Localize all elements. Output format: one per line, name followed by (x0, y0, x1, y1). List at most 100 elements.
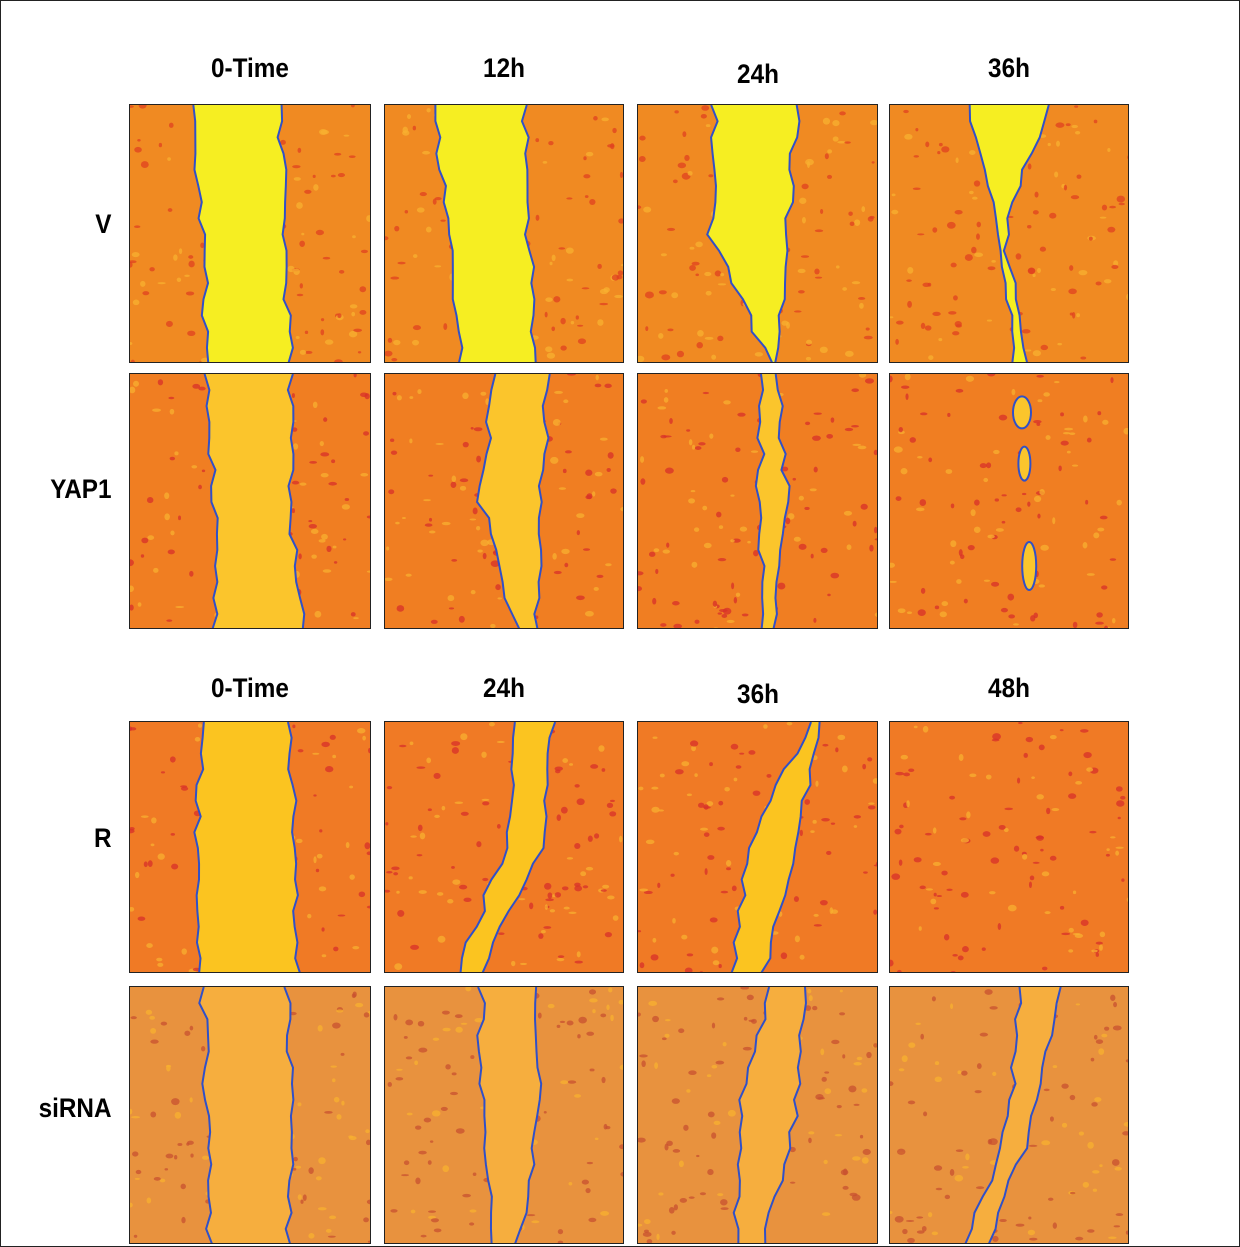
cell-dot (890, 580, 897, 583)
cell-dot (851, 388, 859, 393)
cell-dot (535, 138, 540, 143)
micrograph (129, 373, 371, 629)
cell-dot (852, 520, 857, 527)
cell-dot (950, 503, 955, 509)
cell-dot (440, 219, 446, 222)
cell-dot (404, 209, 409, 214)
cell-dot (905, 393, 909, 400)
cell-dot (821, 1212, 831, 1216)
cell-dot (824, 1071, 830, 1074)
wound-edge (514, 987, 543, 1243)
cell-dot (853, 1103, 860, 1106)
cell-dot (660, 253, 667, 257)
cell-dot (1099, 931, 1106, 938)
cell-dot (1027, 225, 1032, 229)
cell-dot (874, 612, 877, 618)
cell-dot (989, 1006, 998, 1010)
cell-dot (917, 456, 923, 459)
cell-dot (363, 1217, 369, 1223)
cell-dot (849, 1192, 858, 1197)
cell-dot (740, 987, 750, 990)
cell-dot (560, 317, 566, 325)
cell-dot (1064, 427, 1074, 431)
wound-edge (706, 105, 773, 362)
cell-dot (639, 888, 649, 892)
cell-dot (184, 1030, 191, 1036)
cell-layer (890, 722, 1128, 972)
cell-dot (973, 526, 981, 533)
cell-dot (433, 1228, 442, 1233)
micrograph (637, 986, 878, 1244)
cell-dot (158, 142, 163, 148)
cell-dot (824, 153, 829, 160)
cell-dot (594, 1137, 599, 1141)
cell-dot (1069, 265, 1074, 271)
cell-dot (1036, 835, 1044, 841)
cell-dot (1101, 585, 1108, 590)
cell-dot (948, 311, 957, 315)
cell-dot (672, 601, 680, 606)
cell-dot (865, 327, 870, 331)
cell-dot (854, 219, 861, 226)
cell-dot (991, 259, 996, 263)
cell-dot (1116, 499, 1122, 506)
cell-dot (566, 857, 574, 860)
cell-dot (392, 391, 397, 396)
cell-dot (673, 1204, 678, 1211)
cell-dot (950, 540, 957, 548)
cell-dot (409, 396, 414, 399)
cell-dot (622, 858, 623, 860)
cell-dot (198, 386, 206, 391)
cell-dot (1031, 776, 1035, 779)
cell-dot (511, 960, 516, 967)
cell-dot (343, 134, 350, 137)
cell-dot (807, 988, 812, 994)
cell-dot (552, 419, 561, 426)
cell-dot (830, 417, 835, 423)
cell-dot (658, 332, 664, 339)
cell-dot (1086, 767, 1094, 772)
cell-dot (1041, 871, 1050, 877)
cell-dot (821, 1076, 827, 1082)
cell-dot (1091, 949, 1098, 953)
cell-dot (603, 287, 610, 293)
cell-dot (181, 948, 187, 955)
cell-dot (1021, 492, 1027, 496)
cell-dot (169, 408, 175, 415)
wound-gap (435, 105, 536, 362)
cell-dot (336, 1009, 344, 1013)
cell-dot (153, 567, 159, 573)
cell-dot (1030, 615, 1036, 622)
cell-dot (922, 725, 929, 733)
cell-dot (973, 180, 981, 187)
cell-dot (671, 1230, 676, 1235)
cell-dot (157, 962, 164, 967)
cell-dot (557, 1240, 564, 1243)
cell-dot (718, 964, 722, 969)
cell-dot (169, 756, 176, 763)
cell-dot (157, 853, 165, 860)
cell-dot (355, 1002, 364, 1008)
cell-dot (141, 537, 149, 544)
cell-dot (867, 757, 873, 762)
wound-edge (520, 105, 537, 362)
cell-dot (640, 456, 645, 463)
cell-dot (987, 374, 996, 377)
cell-dot (1083, 751, 1092, 759)
cell-dot (812, 435, 821, 441)
cell-dot (1075, 780, 1083, 785)
cell-dot (447, 594, 455, 602)
cell-dot (928, 355, 934, 360)
cell-dot (1090, 1057, 1095, 1062)
cell-dot (849, 221, 855, 227)
cell-dot (808, 1131, 815, 1135)
cell-dot (1045, 435, 1051, 440)
cell-dot (1032, 273, 1036, 278)
cell-dot (952, 953, 958, 957)
cell-dot (974, 252, 984, 258)
cell-dot (188, 255, 194, 259)
cell-dot (1054, 381, 1060, 384)
cell-dot (1017, 777, 1021, 784)
cell-dot (717, 557, 727, 562)
cell-dot (1125, 1230, 1128, 1235)
